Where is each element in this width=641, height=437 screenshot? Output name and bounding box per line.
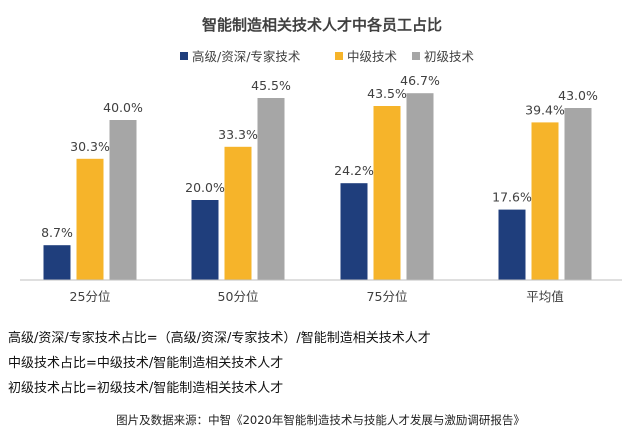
x-tick-label: 75分位 — [367, 289, 408, 304]
x-tick-label: 平均值 — [526, 289, 564, 304]
legend-label: 初级技术 — [424, 49, 475, 64]
bar-0-0 — [43, 245, 71, 280]
source-note: 图片及数据来源：中智《2020年智能制造技术与技能人才发展与激励调研报告》 — [116, 413, 525, 427]
data-label: 8.7% — [41, 225, 73, 240]
data-label: 20.0% — [185, 180, 225, 195]
legend: 高级/资深/专家技术 中级技术 初级技术 — [180, 49, 475, 64]
chart-title: 智能制造相关技术人才中各员工占比 — [202, 16, 442, 34]
data-label: 43.5% — [367, 86, 407, 101]
bar-1-1 — [224, 146, 252, 280]
data-label: 45.5% — [251, 78, 291, 93]
legend-label: 中级技术 — [347, 49, 398, 64]
data-label: 17.6% — [492, 190, 532, 205]
data-label: 24.2% — [334, 163, 374, 178]
bar-0-3 — [498, 209, 526, 280]
bar-1-0 — [76, 158, 104, 280]
legend-swatch — [180, 52, 188, 60]
legend-label: 高级/资深/专家技术 — [192, 49, 301, 64]
bar-2-3 — [564, 108, 592, 280]
legend-swatch — [335, 52, 343, 60]
bar-0-2 — [340, 183, 368, 280]
bar-2-0 — [109, 120, 137, 280]
data-label: 30.3% — [70, 139, 110, 154]
bar-2-1 — [257, 98, 285, 280]
bar-chart: 智能制造相关技术人才中各员工占比 高级/资深/专家技术 中级技术 初级技术 8.7%… — [20, 16, 622, 304]
x-tick-label: 25分位 — [70, 289, 111, 304]
note-middle: 中级技术占比=中级技术/智能制造相关技术人才 — [8, 356, 284, 371]
x-tick-label: 50分位 — [218, 289, 259, 304]
note-senior: 高级/资深/专家技术占比=（高级/资深/专家技术）/智能制造相关技术人才 — [8, 331, 431, 346]
note-junior: 初级技术占比=初级技术/智能制造相关技术人才 — [8, 381, 284, 396]
data-label: 39.4% — [525, 102, 565, 117]
bar-1-3 — [531, 122, 559, 281]
bar-1-2 — [373, 106, 401, 280]
data-label: 40.0% — [103, 100, 143, 115]
bar-2-2 — [406, 93, 434, 280]
bar-0-1 — [191, 200, 219, 280]
data-label: 43.0% — [558, 88, 598, 103]
data-label: 46.7% — [400, 73, 440, 88]
legend-swatch — [412, 52, 420, 60]
data-label: 33.3% — [218, 127, 258, 142]
